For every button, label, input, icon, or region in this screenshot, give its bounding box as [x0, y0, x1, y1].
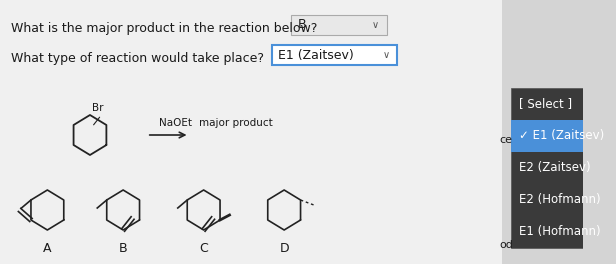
- Text: E2 (Hofmann): E2 (Hofmann): [519, 194, 601, 206]
- Text: B: B: [119, 242, 128, 255]
- FancyBboxPatch shape: [511, 88, 583, 248]
- Text: What is the major product in the reaction below?: What is the major product in the reactio…: [11, 22, 318, 35]
- Text: od: od: [499, 240, 513, 250]
- Text: A: A: [43, 242, 52, 255]
- Text: NaOEt: NaOEt: [159, 118, 192, 128]
- Text: E1 (Hofmann): E1 (Hofmann): [519, 225, 601, 238]
- Text: [ Select ]: [ Select ]: [519, 97, 572, 111]
- Text: B: B: [298, 18, 306, 31]
- Text: E1 (Zaitsev): E1 (Zaitsev): [278, 49, 354, 62]
- Text: Br: Br: [92, 103, 103, 113]
- FancyBboxPatch shape: [0, 0, 502, 264]
- Text: ce: ce: [499, 135, 512, 145]
- FancyBboxPatch shape: [291, 15, 387, 35]
- Text: ∨: ∨: [371, 20, 379, 30]
- Text: D: D: [279, 242, 289, 255]
- Text: ✓ E1 (Zaitsev): ✓ E1 (Zaitsev): [519, 130, 604, 143]
- Text: E2 (Zaitsev): E2 (Zaitsev): [519, 162, 591, 175]
- FancyBboxPatch shape: [272, 45, 397, 65]
- Text: major product: major product: [199, 118, 273, 128]
- Text: C: C: [199, 242, 208, 255]
- Text: ∨: ∨: [383, 50, 390, 60]
- FancyBboxPatch shape: [511, 120, 583, 152]
- Text: What type of reaction would take place?: What type of reaction would take place?: [11, 52, 264, 65]
